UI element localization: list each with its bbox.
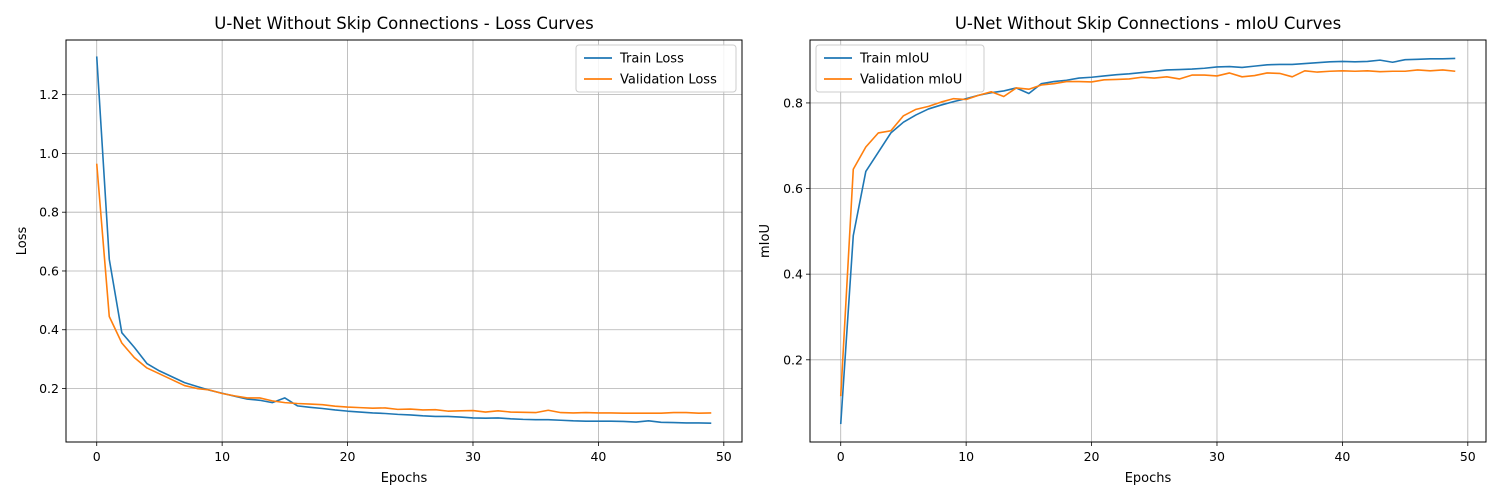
x-tick-label: 50 (1460, 449, 1476, 464)
x-tick-label: 50 (716, 449, 732, 464)
legend-box (815, 44, 985, 93)
x-tick-label: 10 (214, 449, 230, 464)
x-tick-label: 20 (340, 449, 356, 464)
chart-title: U-Net Without Skip Connections - Loss Cu… (214, 14, 593, 33)
chart-panel-1: 0 10 20 30 40 50 0.2 0.4 0.6 0.8 U-Net Without Ski… (758, 14, 1487, 486)
y-tick-label: 0.2 (783, 352, 803, 367)
legend-entry-1: Validation Loss (620, 73, 717, 88)
series-line-0 (95, 56, 712, 424)
plot-area-frame (65, 39, 743, 443)
series-line-0 (839, 57, 1456, 425)
y-tick-label: 0.8 (39, 205, 59, 220)
x-tick-label: 40 (1334, 449, 1350, 464)
x-tick-label: 30 (465, 449, 481, 464)
y-tick-label: 1.2 (39, 87, 59, 102)
series-line-1 (95, 163, 712, 415)
y-tick-label: 0.8 (783, 95, 803, 110)
y-tick-label: 0.6 (783, 181, 803, 196)
x-tick-label: 40 (590, 449, 606, 464)
chart-title: U-Net Without Skip Connections - mIoU Cu… (955, 14, 1341, 33)
legend: Train mIoU Validation mIoU (815, 44, 985, 93)
legend-entry-0: Train mIoU (859, 52, 929, 67)
legend-entry-1: Validation mIoU (860, 73, 962, 88)
y-axis-label: mIoU (758, 224, 773, 258)
y-tick-label: 1.0 (39, 146, 59, 161)
x-tick-label: 30 (1209, 449, 1225, 464)
y-tick-label: 0.6 (39, 263, 59, 278)
y-axis-label: Loss (15, 227, 30, 256)
x-tick-label: 20 (1084, 449, 1100, 464)
y-tick-label: 0.2 (39, 381, 59, 396)
x-tick-label: 0 (93, 449, 101, 464)
x-axis-label: Epochs (1125, 471, 1172, 486)
y-tick-label: 0.4 (39, 322, 59, 337)
legend: Train Loss Validation Loss (575, 44, 737, 93)
legend-box (575, 44, 737, 93)
y-tick-label: 0.4 (783, 267, 803, 282)
chart-panel-0: 0 10 20 30 40 50 0.2 0.4 0.6 0.8 1.0 1.2 U-Net Witho… (15, 14, 743, 486)
x-axis-label: Epochs (381, 471, 428, 486)
legend-entry-0: Train Loss (619, 52, 684, 67)
series-line-1 (839, 69, 1456, 397)
x-tick-label: 0 (837, 449, 845, 464)
x-tick-label: 10 (958, 449, 974, 464)
plot-area-frame (809, 39, 1487, 443)
